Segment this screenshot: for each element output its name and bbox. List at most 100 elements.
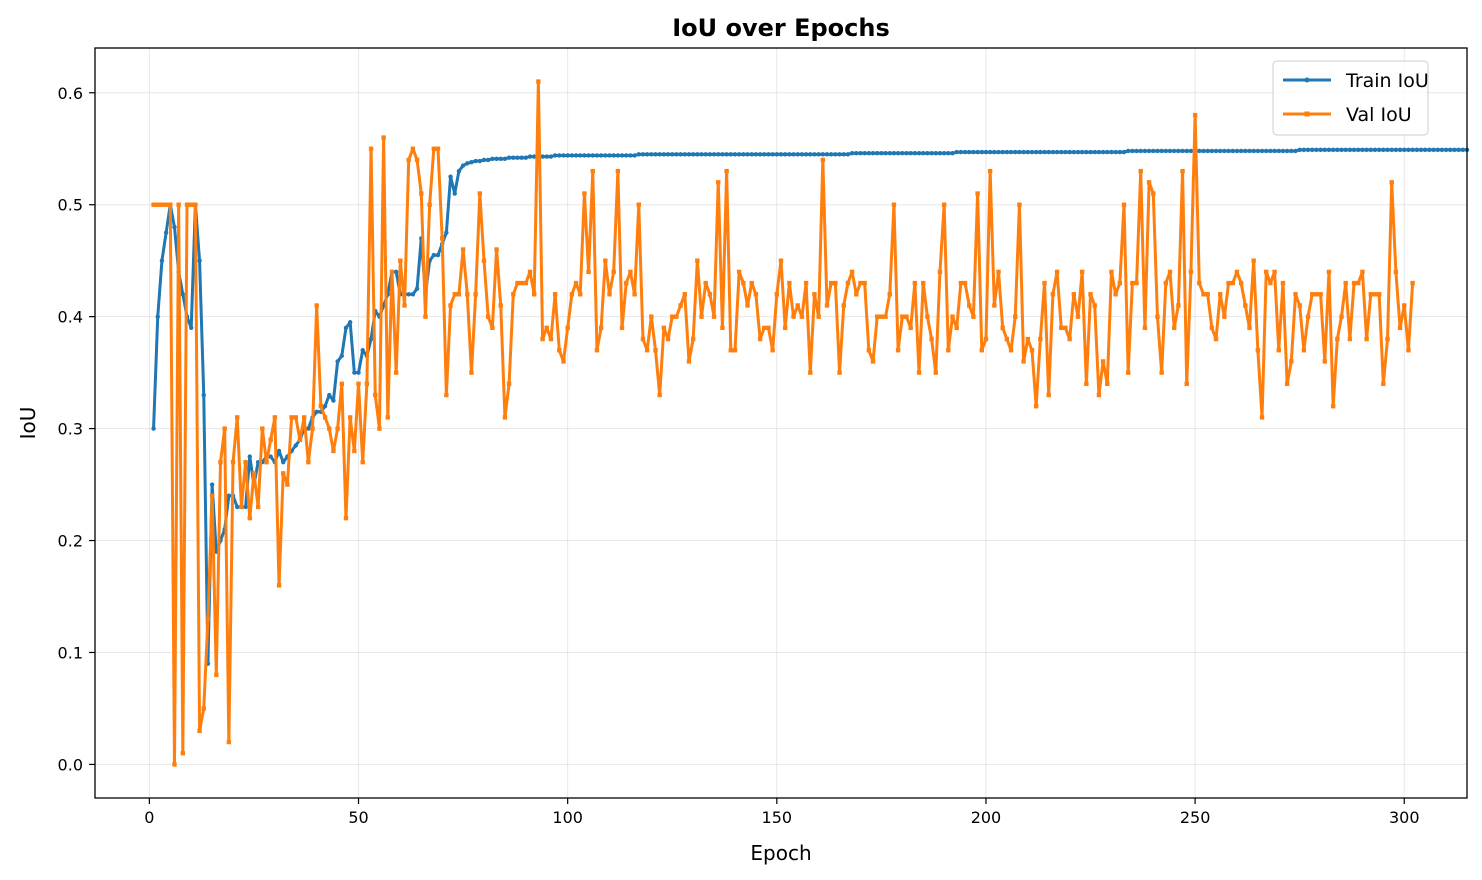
data-point bbox=[414, 157, 420, 163]
data-point bbox=[845, 280, 851, 286]
data-point bbox=[347, 320, 353, 325]
data-point bbox=[1351, 147, 1357, 153]
data-point bbox=[1209, 148, 1215, 154]
data-point bbox=[594, 153, 600, 158]
data-point bbox=[527, 269, 533, 275]
data-point bbox=[448, 174, 453, 179]
data-point bbox=[477, 191, 483, 196]
data-point bbox=[1167, 269, 1173, 275]
data-point bbox=[456, 292, 462, 297]
data-point bbox=[276, 583, 282, 588]
data-point bbox=[569, 292, 575, 297]
legend-train-marker bbox=[1304, 77, 1310, 83]
data-point bbox=[820, 157, 826, 163]
data-point bbox=[272, 415, 278, 420]
data-point bbox=[327, 426, 332, 431]
data-point bbox=[703, 280, 708, 286]
data-point bbox=[494, 156, 499, 162]
data-point bbox=[1155, 148, 1160, 154]
data-point bbox=[1347, 336, 1353, 342]
data-point bbox=[1042, 280, 1047, 286]
data-point bbox=[377, 426, 382, 431]
data-point bbox=[1171, 325, 1177, 331]
legend: Train IoU Val IoU bbox=[1272, 60, 1429, 136]
data-point bbox=[619, 153, 625, 158]
data-point bbox=[410, 146, 416, 151]
data-point bbox=[1155, 314, 1160, 319]
data-point bbox=[1130, 280, 1135, 286]
data-point bbox=[1259, 415, 1265, 420]
data-point bbox=[1351, 280, 1357, 286]
data-point bbox=[992, 149, 997, 155]
data-point bbox=[343, 515, 349, 521]
data-point bbox=[456, 168, 462, 174]
y-tick-label: 0.2 bbox=[58, 532, 83, 551]
data-point bbox=[1008, 348, 1014, 353]
data-point bbox=[561, 153, 566, 158]
data-point bbox=[582, 153, 587, 158]
data-point bbox=[870, 359, 876, 364]
data-point bbox=[519, 155, 524, 160]
data-point bbox=[875, 314, 880, 319]
data-point bbox=[423, 314, 428, 319]
data-point bbox=[887, 151, 892, 156]
x-tick-label: 50 bbox=[348, 808, 368, 827]
y-tick-label: 0.5 bbox=[58, 196, 83, 215]
data-point bbox=[812, 152, 817, 157]
data-point bbox=[1075, 314, 1081, 319]
data-point bbox=[690, 336, 696, 342]
data-point bbox=[343, 325, 349, 331]
data-point bbox=[1109, 269, 1114, 275]
data-point bbox=[854, 292, 859, 297]
data-point bbox=[1004, 149, 1010, 155]
data-point bbox=[1339, 314, 1344, 319]
data-point bbox=[293, 443, 298, 448]
data-point bbox=[624, 153, 629, 158]
data-point bbox=[1050, 149, 1056, 155]
data-point bbox=[1280, 148, 1286, 154]
data-point bbox=[180, 751, 186, 756]
data-point bbox=[1310, 147, 1315, 153]
data-point bbox=[1038, 336, 1043, 342]
data-point bbox=[515, 280, 520, 286]
data-point bbox=[1255, 348, 1261, 353]
data-point bbox=[402, 303, 407, 308]
data-point bbox=[967, 303, 972, 308]
data-point bbox=[163, 202, 169, 207]
data-point bbox=[435, 146, 441, 151]
data-point bbox=[1247, 325, 1252, 331]
y-axis-label: IoU bbox=[16, 407, 40, 440]
data-point bbox=[1071, 292, 1077, 297]
data-point bbox=[1372, 292, 1378, 297]
data-point bbox=[1167, 148, 1173, 154]
data-point bbox=[682, 152, 687, 157]
data-point bbox=[883, 314, 888, 319]
data-point bbox=[247, 515, 252, 521]
data-point bbox=[816, 152, 821, 157]
data-point bbox=[1439, 147, 1445, 153]
data-point bbox=[163, 230, 169, 235]
data-point bbox=[548, 336, 554, 342]
data-point bbox=[339, 381, 344, 387]
data-point bbox=[799, 152, 805, 157]
data-point bbox=[841, 303, 846, 308]
data-point bbox=[502, 156, 508, 162]
data-point bbox=[854, 151, 859, 156]
data-point bbox=[1067, 336, 1072, 342]
data-point bbox=[310, 426, 315, 431]
data-point bbox=[1213, 336, 1219, 342]
data-point bbox=[958, 280, 964, 286]
data-point bbox=[1318, 292, 1323, 297]
data-point bbox=[1381, 147, 1386, 153]
data-point bbox=[979, 348, 984, 353]
data-point bbox=[774, 152, 780, 157]
data-point bbox=[791, 314, 796, 319]
data-point bbox=[1138, 148, 1143, 154]
data-point bbox=[950, 151, 955, 156]
data-point bbox=[929, 336, 934, 342]
data-point bbox=[368, 146, 374, 151]
data-point bbox=[331, 398, 336, 403]
data-point bbox=[511, 292, 516, 297]
data-point bbox=[473, 158, 478, 164]
data-point bbox=[485, 314, 491, 319]
